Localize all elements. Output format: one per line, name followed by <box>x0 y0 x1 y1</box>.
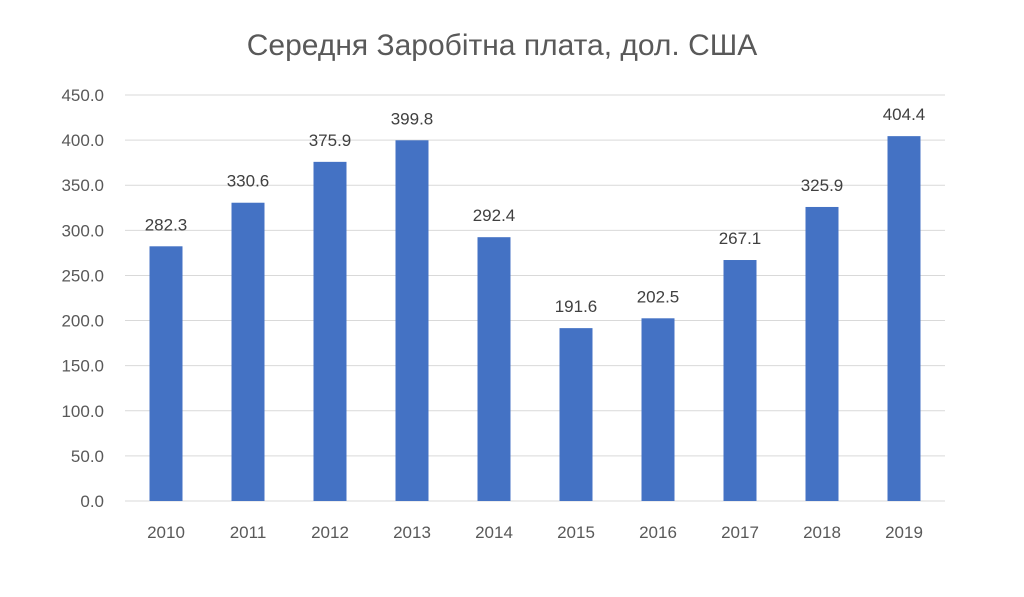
y-axis-tick-labels: 0.0 50.0 100.0 150.0 200.0 250.0 300.0 350.0 400… <box>61 86 104 511</box>
data-label-2013: 399.8 <box>391 109 434 128</box>
x-tick-label-2012: 2012 <box>311 523 349 542</box>
data-label-2017: 267.1 <box>719 229 762 248</box>
y-tick-label: 50.0 <box>71 447 104 466</box>
data-label-2016: 202.5 <box>637 287 680 306</box>
bar-2013 <box>395 140 429 501</box>
data-label-2019: 404.4 <box>883 105 926 124</box>
bar-2010 <box>149 246 183 501</box>
data-label-2010: 282.3 <box>145 215 188 234</box>
bars <box>149 136 921 502</box>
bar-2015 <box>559 328 593 501</box>
x-tick-label-2018: 2018 <box>803 523 841 542</box>
x-tick-label-2015: 2015 <box>557 523 595 542</box>
data-label-2012: 375.9 <box>309 131 352 150</box>
y-tick-label: 350.0 <box>61 176 104 195</box>
bar-2019 <box>887 136 921 501</box>
x-tick-label-2014: 2014 <box>475 523 513 542</box>
x-tick-label-2017: 2017 <box>721 523 759 542</box>
y-tick-label: 300.0 <box>61 221 104 240</box>
bar-2018 <box>805 206 839 502</box>
bar-2012 <box>313 161 347 501</box>
y-tick-label: 0.0 <box>80 492 104 511</box>
data-label-2015: 191.6 <box>555 297 598 316</box>
bar-2016 <box>641 318 675 501</box>
y-tick-label: 100.0 <box>61 402 104 421</box>
bar-2011 <box>231 202 265 501</box>
data-label-2011: 330.6 <box>227 172 270 191</box>
x-tick-label-2011: 2011 <box>230 523 267 542</box>
chart-title: Середня Заробітна плата, дол. США <box>247 29 757 62</box>
x-tick-label-2013: 2013 <box>393 523 431 542</box>
data-label-2018: 325.9 <box>801 176 844 195</box>
y-tick-label: 200.0 <box>61 312 104 331</box>
bar-2014 <box>477 237 511 501</box>
y-tick-label: 450.0 <box>61 86 104 105</box>
y-tick-label: 250.0 <box>61 266 104 285</box>
x-tick-label-2016: 2016 <box>639 523 677 542</box>
y-tick-label: 150.0 <box>61 357 104 376</box>
bar-2017 <box>723 260 757 501</box>
y-tick-label: 400.0 <box>61 131 104 150</box>
data-label-2014: 292.4 <box>473 206 516 225</box>
x-tick-label-2019: 2019 <box>885 523 923 542</box>
x-axis-tick-labels: 2010 2011 2012 2013 2014 2015 2016 2017 2018 2019 <box>147 523 923 542</box>
x-tick-label-2010: 2010 <box>147 523 185 542</box>
data-labels: 282.3 330.6 375.9 399.8 292.4 191.6 202.5 267.1… <box>145 105 926 316</box>
